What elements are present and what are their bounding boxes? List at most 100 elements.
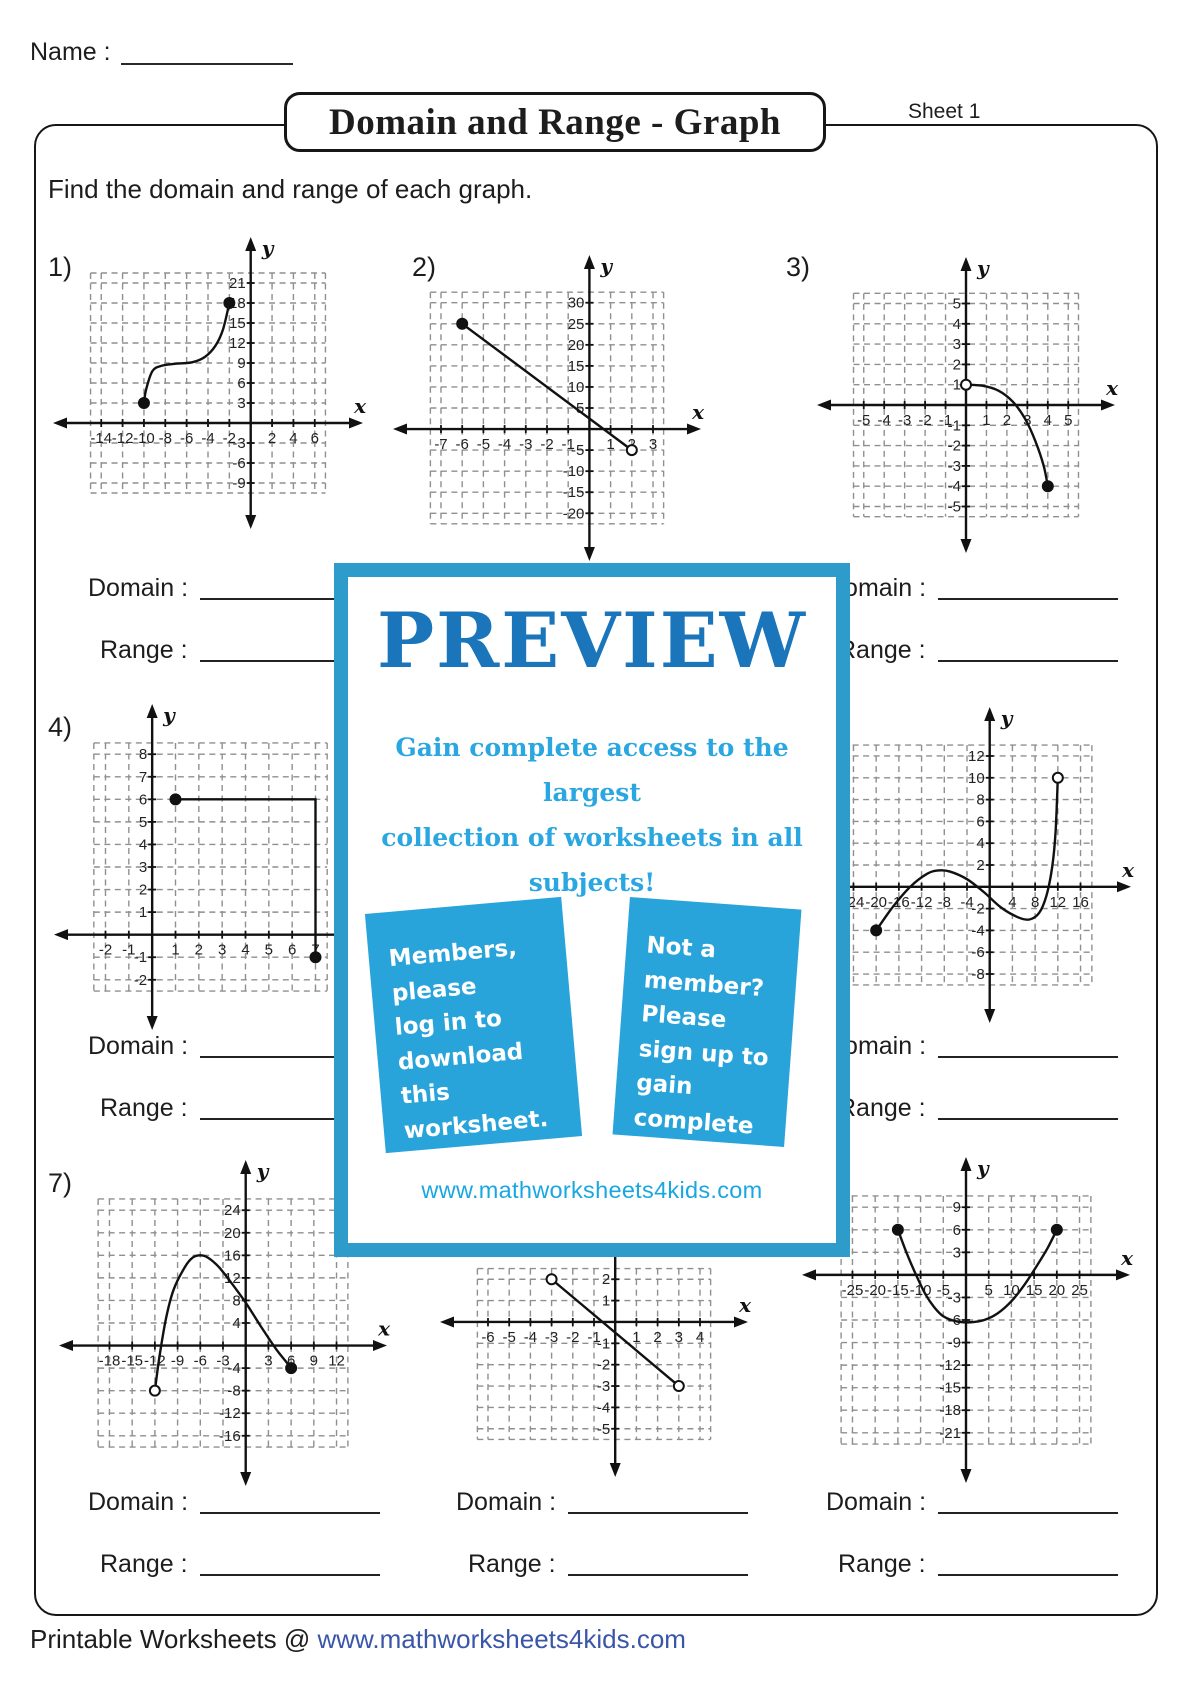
svg-text:24: 24 — [224, 1202, 241, 1219]
svg-text:4: 4 — [1044, 412, 1052, 429]
svg-text:-2: -2 — [99, 942, 112, 959]
worksheet-title: Domain and Range - Graph — [329, 101, 781, 143]
svg-text:4: 4 — [953, 316, 961, 333]
svg-text:-6: -6 — [481, 1329, 494, 1346]
worksheet-title-box: Domain and Range - Graph — [284, 92, 826, 152]
svg-text:4: 4 — [1008, 894, 1016, 911]
svg-text:-12: -12 — [112, 430, 134, 447]
svg-text:-15: -15 — [563, 484, 585, 501]
svg-text:-3: -3 — [597, 1378, 610, 1395]
domain-row-7: Domain : — [88, 1488, 381, 1517]
svg-text:-18: -18 — [99, 1353, 121, 1370]
footer-text: Printable Worksheets @ — [30, 1624, 318, 1654]
answer-line — [938, 597, 1119, 600]
svg-text:-5: -5 — [477, 436, 490, 453]
svg-text:y: y — [976, 256, 990, 280]
svg-text:3: 3 — [139, 859, 147, 876]
svg-text:-12: -12 — [939, 1357, 961, 1374]
svg-text:15: 15 — [1026, 1282, 1043, 1299]
svg-text:-8: -8 — [938, 894, 951, 911]
svg-text:-21: -21 — [939, 1425, 961, 1442]
svg-text:y: y — [162, 703, 176, 727]
domain-label: Domain : — [456, 1488, 557, 1516]
range-label: Range : — [838, 636, 926, 664]
svg-text:4: 4 — [289, 430, 297, 447]
svg-text:-4: -4 — [524, 1329, 537, 1346]
svg-text:6: 6 — [976, 813, 984, 830]
answer-line — [568, 1511, 749, 1514]
svg-text:x: x — [1105, 376, 1119, 400]
svg-text:5: 5 — [985, 1282, 993, 1299]
svg-text:5: 5 — [576, 400, 584, 417]
name-row: Name : — [30, 38, 293, 67]
graph-canvas-9: -25 -20 -15 -10 -5 5 10 15 20 25963-3-6-9-12-15-1… — [802, 1156, 1134, 1483]
svg-text:6: 6 — [953, 1222, 961, 1239]
range-label: Range : — [100, 1094, 188, 1122]
svg-text:-3: -3 — [898, 412, 911, 429]
svg-text:25: 25 — [1071, 1282, 1088, 1299]
name-label: Name : — [30, 38, 111, 66]
footer-website-link[interactable]: www.mathworksheets4kids.com — [317, 1624, 686, 1654]
domain-row-1: Domain : — [88, 574, 381, 603]
svg-text:8: 8 — [976, 792, 984, 809]
svg-text:-3: -3 — [232, 435, 245, 452]
svg-text:y: y — [976, 1156, 990, 1180]
preview-title: PREVIEW — [376, 596, 808, 685]
svg-text:x: x — [377, 1317, 391, 1341]
svg-text:-2: -2 — [948, 438, 961, 455]
svg-text:-1: -1 — [122, 942, 135, 959]
range-row-4: Range : — [100, 1094, 380, 1123]
svg-text:16: 16 — [224, 1247, 241, 1264]
svg-text:-2: -2 — [540, 436, 553, 453]
svg-text:-20: -20 — [563, 505, 585, 522]
svg-text:-2: -2 — [134, 972, 147, 989]
svg-text:20: 20 — [1048, 1282, 1065, 1299]
svg-text:1: 1 — [171, 942, 179, 959]
domain-label: Domain : — [826, 1488, 927, 1516]
svg-text:x: x — [353, 394, 367, 418]
svg-text:-6: -6 — [456, 436, 469, 453]
svg-text:-15: -15 — [121, 1353, 143, 1370]
svg-text:x: x — [1121, 858, 1135, 882]
svg-text:-1: -1 — [134, 949, 147, 966]
svg-text:-6: -6 — [971, 944, 984, 961]
svg-text:-5: -5 — [937, 1282, 950, 1299]
svg-text:-9: -9 — [232, 475, 245, 492]
svg-text:6: 6 — [288, 942, 296, 959]
svg-text:20: 20 — [224, 1225, 241, 1242]
svg-text:4: 4 — [139, 836, 147, 853]
svg-text:3: 3 — [953, 1244, 961, 1261]
svg-text:5: 5 — [139, 814, 147, 831]
svg-text:21: 21 — [229, 275, 246, 292]
svg-text:-1: -1 — [948, 417, 961, 434]
svg-text:2: 2 — [976, 857, 984, 874]
svg-text:1: 1 — [602, 1293, 610, 1310]
preview-subtitle-line2: collection of worksheets in all subjects… — [381, 822, 803, 897]
svg-text:1: 1 — [139, 904, 147, 921]
svg-text:9: 9 — [310, 1353, 318, 1370]
sign-up-card: Not a member? Please sign up to gain com… — [612, 897, 802, 1172]
range-label: Range : — [100, 636, 188, 664]
svg-text:-2: -2 — [566, 1329, 579, 1346]
svg-text:2: 2 — [268, 430, 276, 447]
svg-text:x: x — [738, 1293, 752, 1317]
range-label: Range : — [100, 1550, 188, 1578]
svg-text:-1: -1 — [562, 436, 575, 453]
svg-text:16: 16 — [1072, 894, 1089, 911]
range-row-7: Range : — [100, 1550, 380, 1579]
preview-website-link[interactable]: www.mathworksheets4kids.com — [421, 1177, 763, 1203]
svg-text:-6: -6 — [194, 1353, 207, 1370]
svg-text:15: 15 — [229, 315, 246, 332]
answer-line — [937, 1573, 1118, 1576]
svg-text:2: 2 — [139, 882, 147, 899]
range-row-9: Range : — [838, 1550, 1118, 1579]
range-label: Range : — [838, 1550, 926, 1578]
svg-text:1: 1 — [632, 1329, 640, 1346]
svg-text:6: 6 — [139, 791, 147, 808]
svg-text:3: 3 — [237, 395, 245, 412]
range-row-1: Range : — [100, 636, 380, 665]
